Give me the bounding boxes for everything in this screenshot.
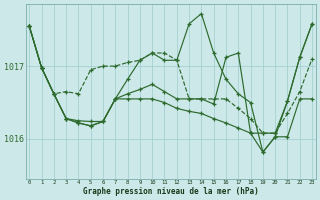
X-axis label: Graphe pression niveau de la mer (hPa): Graphe pression niveau de la mer (hPa)	[83, 187, 259, 196]
